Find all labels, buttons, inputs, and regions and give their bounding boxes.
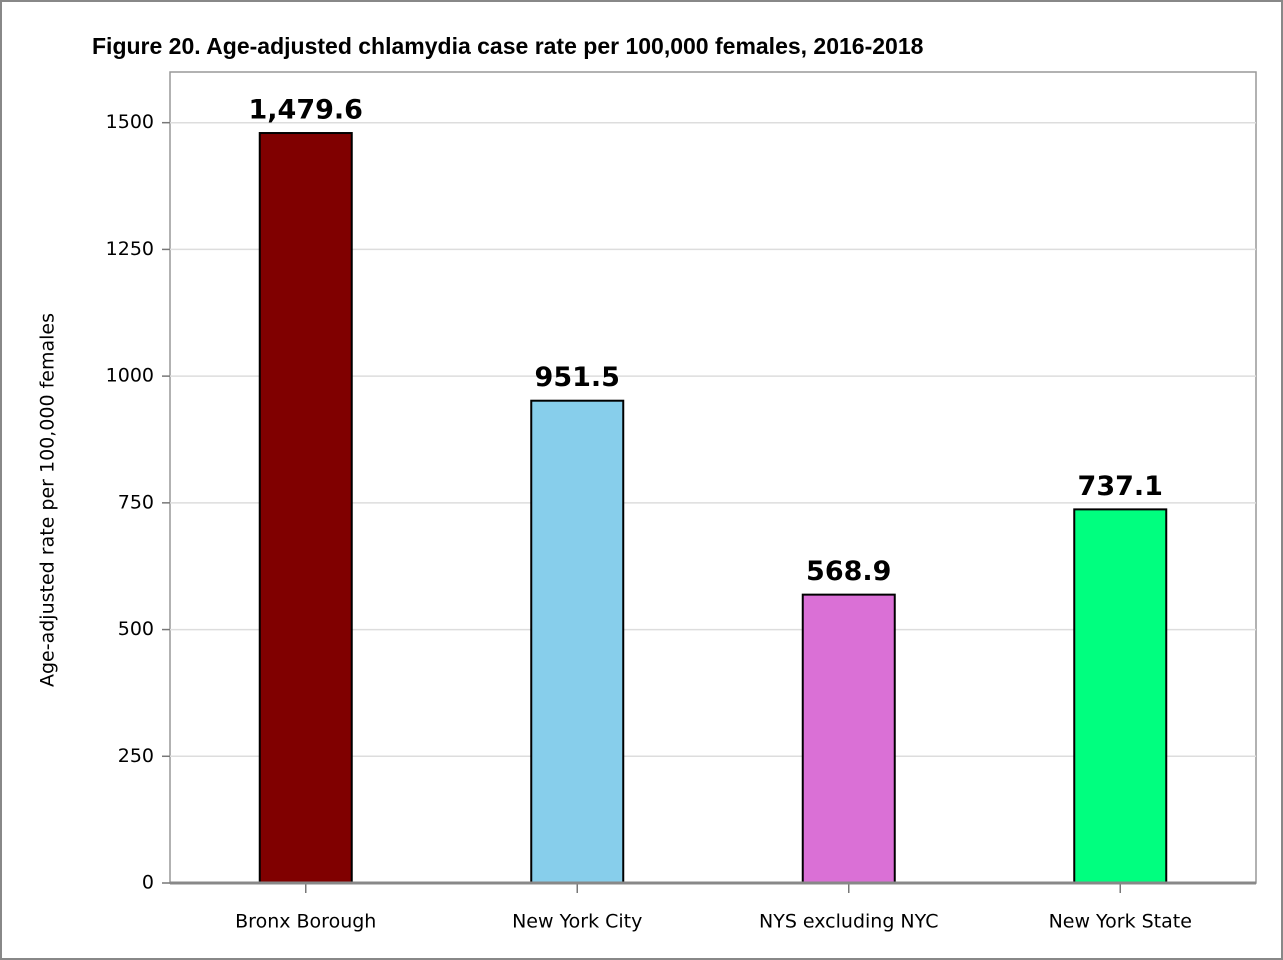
value-label: 737.1 [1078, 471, 1163, 502]
y-tick-label: 750 [118, 491, 154, 513]
value-label: 568.9 [806, 556, 891, 587]
bar [530, 399, 625, 884]
chart-title: Figure 20. Age-adjusted chlamydia case r… [92, 33, 924, 59]
bar [801, 593, 896, 884]
y-tick-label: 1500 [106, 111, 154, 133]
y-tick-label: 1250 [106, 238, 154, 260]
value-label: 1,479.6 [249, 95, 363, 126]
bar [1073, 508, 1168, 884]
y-axis-label: Age-adjusted rate per 100,000 females [37, 313, 59, 687]
y-tick-label: 500 [118, 618, 154, 640]
x-tick-label: New York State [1049, 911, 1192, 933]
y-tick-label: 250 [118, 745, 154, 767]
value-label: 951.5 [535, 362, 620, 393]
x-tick-label: Bronx Borough [235, 911, 376, 933]
y-tick-label: 0 [142, 872, 154, 894]
bar [258, 132, 353, 884]
y-tick-label: 1000 [106, 365, 154, 387]
x-tick-label: NYS excluding NYC [759, 911, 938, 933]
x-tick-label: New York City [512, 911, 642, 933]
